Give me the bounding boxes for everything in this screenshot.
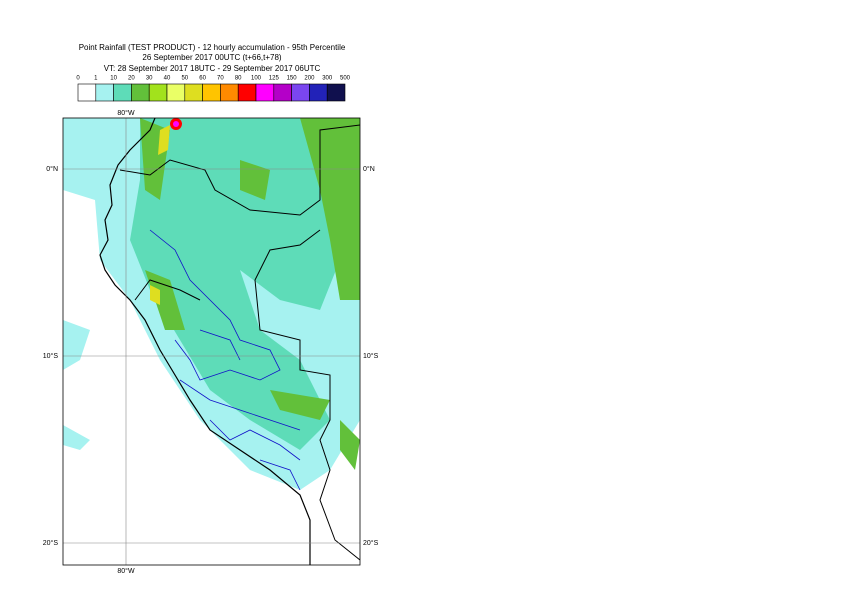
colorbar-box (131, 83, 150, 102)
colorbar-label: 10 (110, 76, 117, 82)
colorbar-box (95, 83, 114, 102)
subtitle: 26 September 2017 00UTC (t+66,t+78) (142, 53, 282, 62)
colorbar-label: 100 (251, 76, 262, 82)
colorbar-label: 40 (164, 76, 171, 82)
colorbar-label: 20 (128, 76, 135, 82)
map-frame (62, 117, 361, 566)
region-border (149, 229, 301, 491)
colorbar-box (309, 83, 328, 102)
rain-peak (173, 121, 179, 127)
colorbar-box (273, 83, 292, 102)
colorbar-label: 200 (304, 76, 315, 82)
colorbar-box (77, 83, 97, 102)
colorbar-label: 50 (181, 76, 188, 82)
lat-label: 0°N (363, 165, 375, 173)
colorbar-box (113, 83, 132, 102)
colorbar: 0 1 10 20 30 40 50 60 70 80 100 125 150 200 300 500 (76, 76, 351, 102)
border (119, 124, 360, 561)
colorbar-box (291, 83, 310, 102)
colorbar-box (326, 83, 346, 102)
colorbar-label: 70 (217, 76, 224, 82)
lat-label: 20°S (43, 539, 59, 547)
subtitle: VT: 28 September 2017 18UTC - 29 Septemb… (104, 64, 321, 73)
rain-area (63, 320, 90, 450)
colorbar-label: 30 (146, 76, 153, 82)
colorbar-box (184, 83, 203, 102)
lat-label: 0°N (46, 165, 58, 173)
colorbar-label: 125 (269, 76, 280, 82)
colorbar-box (166, 83, 186, 102)
rain-area (150, 125, 170, 305)
lat-label: 10°S (363, 352, 379, 360)
colorbar-label: 0 (76, 76, 80, 82)
colorbar-box (237, 83, 257, 102)
colorbar-label: 60 (199, 76, 206, 82)
colorbar-box (255, 83, 275, 102)
map (63, 118, 360, 565)
colorbar-label: 150 (287, 76, 298, 82)
rain-area (130, 118, 340, 450)
colorbar-label: 300 (322, 76, 333, 82)
lon-label: 80°W (117, 109, 135, 117)
rain-area (140, 118, 360, 470)
lat-label: 10°S (43, 352, 59, 360)
colorbar-box (220, 83, 239, 102)
colorbar-label: 500 (340, 76, 351, 82)
title: Point Rainfall (TEST PRODUCT) - 12 hourl… (79, 43, 346, 52)
lat-label: 20°S (363, 539, 379, 547)
colorbar-box (148, 83, 168, 102)
colorbar-box (202, 83, 221, 102)
colorbar-label: 80 (235, 76, 242, 82)
lon-label: 80°W (117, 567, 135, 575)
colorbar-label: 1 (94, 76, 98, 82)
coastline (99, 118, 311, 565)
